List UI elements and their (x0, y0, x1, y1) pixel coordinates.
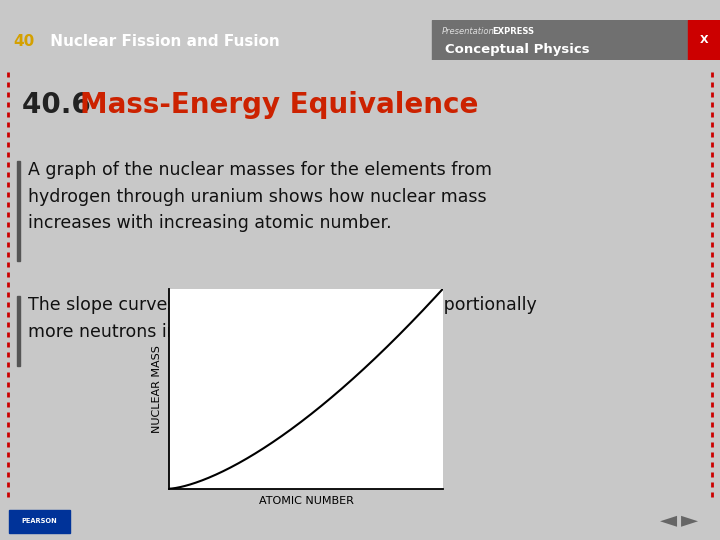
Text: The slope curves slightly because there are proportionally
more neutrons in the : The slope curves slightly because there … (28, 296, 536, 341)
Bar (432, 20, 688, 60)
Text: Nuclear Fission and Fusion: Nuclear Fission and Fusion (45, 33, 280, 49)
Text: Presentation: Presentation (441, 27, 494, 36)
Bar (9, 510, 70, 533)
Bar (17, 161, 20, 261)
Y-axis label: NUCLEAR MASS: NUCLEAR MASS (152, 345, 162, 433)
Bar (17, 296, 20, 366)
Text: A graph of the nuclear masses for the elements from
hydrogen through uranium sho: A graph of the nuclear masses for the el… (28, 161, 492, 232)
Bar (688, 20, 720, 60)
Text: Conceptual Physics: Conceptual Physics (445, 43, 590, 56)
Text: 40: 40 (13, 33, 35, 49)
Text: PEARSON: PEARSON (21, 517, 57, 524)
Text: ►: ► (681, 510, 698, 531)
Text: 40.6: 40.6 (22, 91, 100, 119)
Text: Mass-Energy Equivalence: Mass-Energy Equivalence (80, 91, 478, 119)
Text: EXPRESS: EXPRESS (492, 27, 534, 36)
Text: X: X (700, 35, 708, 45)
X-axis label: ATOMIC NUMBER: ATOMIC NUMBER (258, 496, 354, 505)
Text: ◄: ◄ (660, 510, 677, 531)
